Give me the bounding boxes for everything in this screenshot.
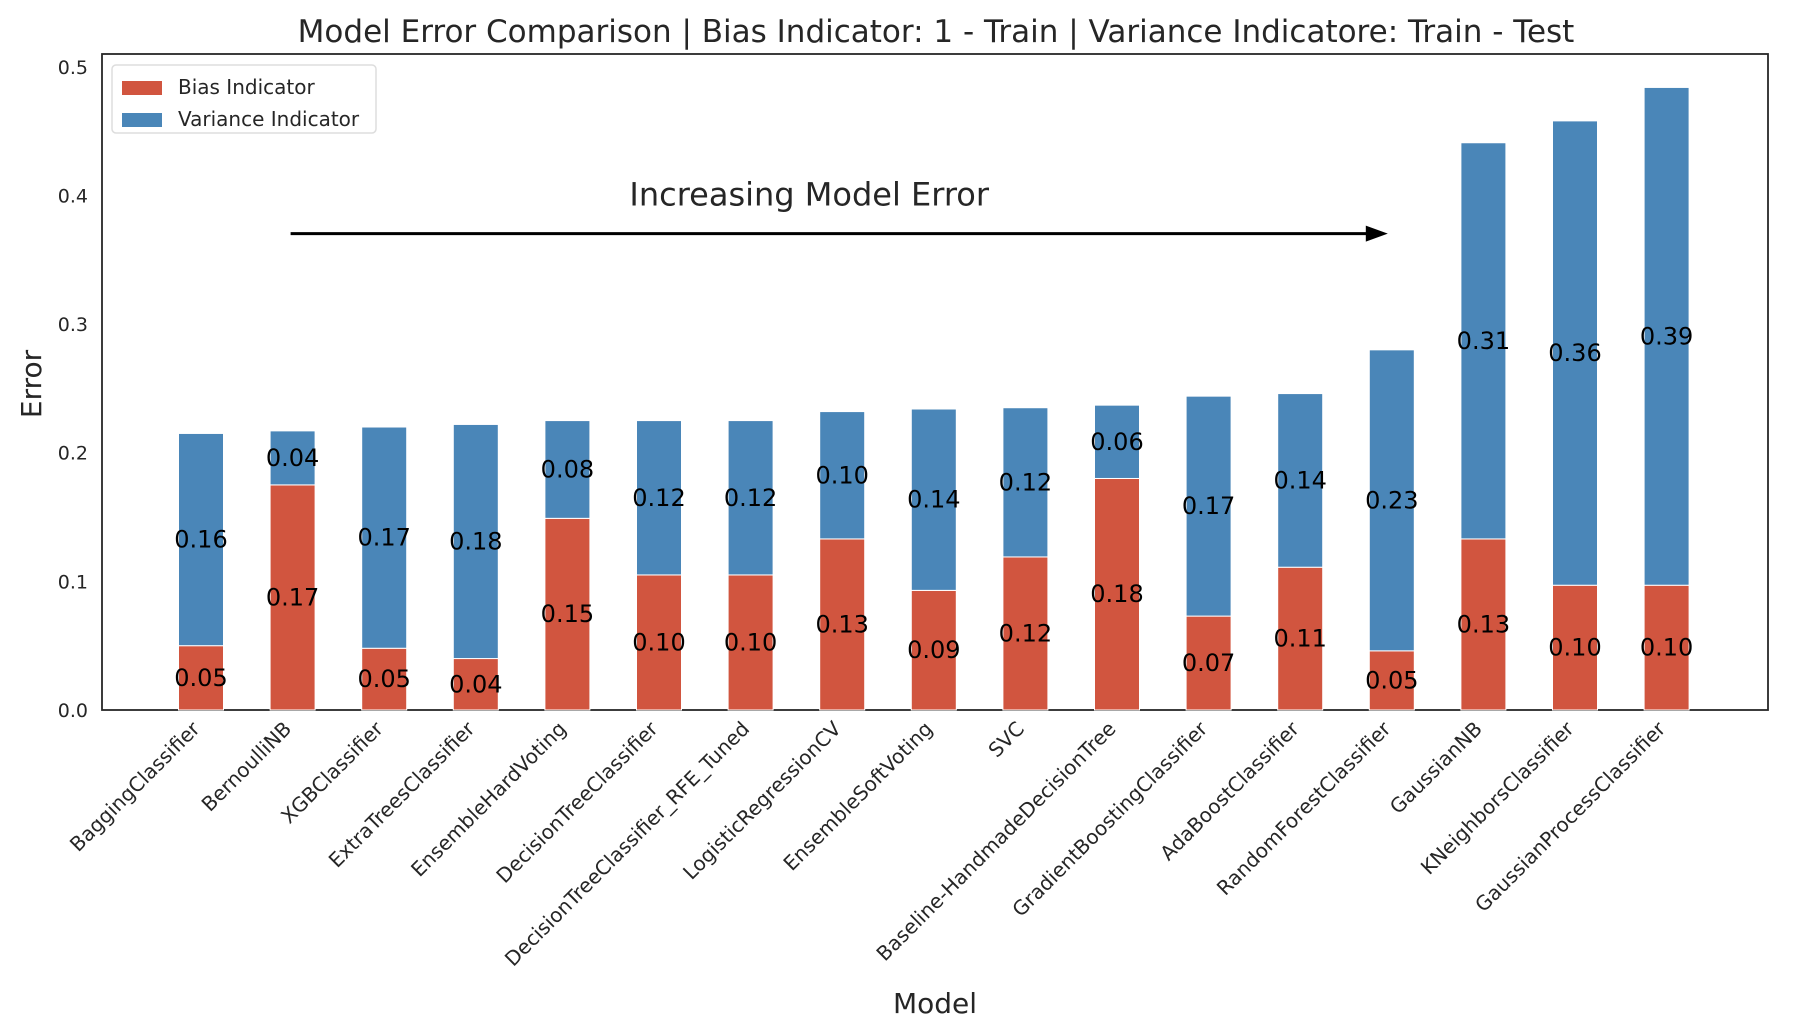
annotation: Increasing Model Error	[290, 175, 1388, 242]
y-tick-label: 0.1	[58, 571, 88, 593]
y-tick-label: 0.3	[58, 314, 88, 336]
variance-bar	[1094, 404, 1140, 479]
bias-value-label: 0.10	[632, 628, 685, 656]
variance-value-label: 0.12	[632, 484, 685, 512]
bias-value-label: 0.05	[357, 665, 410, 693]
x-tick-label: DecisionTreeClassifier	[491, 716, 663, 888]
bias-bar	[1185, 615, 1232, 711]
variance-bar	[1552, 120, 1598, 586]
legend-box	[111, 64, 377, 134]
bias-value-label: 0.10	[724, 628, 777, 656]
bias-bar	[1552, 584, 1598, 711]
legend: Bias Indicator Variance Indicator	[111, 64, 377, 134]
bias-bar	[1277, 566, 1324, 711]
x-tick-label: BernoulliNB	[197, 717, 297, 817]
bias-value-label: 0.13	[815, 610, 868, 638]
bias-value-label: 0.07	[1182, 649, 1235, 677]
bias-bar	[727, 574, 774, 711]
variance-bar	[727, 420, 774, 576]
variance-bar	[178, 432, 224, 647]
variance-value-label: 0.39	[1640, 322, 1693, 350]
variance-value-label: 0.36	[1548, 339, 1601, 367]
x-tick-label: SVC	[983, 717, 1028, 762]
legend-label-variance: Variance Indicator	[178, 107, 360, 131]
x-tick-label: GaussianNB	[1385, 717, 1487, 819]
variance-value-label: 0.16	[174, 526, 227, 554]
x-tick-label: BaggingClassifier	[65, 716, 205, 856]
variance-value-label: 0.18	[449, 527, 502, 555]
annotation-arrowhead	[1365, 225, 1388, 242]
bias-value-label: 0.05	[1365, 666, 1418, 694]
bias-value-label: 0.17	[266, 583, 319, 611]
variance-value-label: 0.08	[541, 455, 594, 483]
chart-title: Model Error Comparison | Bias Indicator:…	[298, 14, 1575, 50]
x-tick-label: EnsembleHardVoting	[406, 717, 571, 882]
bias-bar	[544, 517, 591, 711]
bias-bar	[1002, 556, 1049, 711]
variance-bar	[1002, 407, 1049, 558]
variance-value-label: 0.17	[357, 524, 410, 552]
bias-bar	[636, 574, 682, 711]
bias-value-label: 0.11	[1273, 625, 1326, 653]
x-tick-label: KNeighborsClassifier	[1416, 716, 1579, 879]
y-tick-label: 0.0	[58, 700, 88, 722]
variance-bar	[1277, 393, 1324, 568]
variance-bar	[452, 423, 499, 660]
y-axis: 0.0 0.1 0.2 0.3 0.4 0.5	[58, 57, 88, 722]
variance-value-label: 0.10	[815, 461, 868, 489]
variance-bar	[269, 430, 316, 486]
variance-bar	[819, 411, 866, 540]
variance-bar	[1643, 86, 1690, 586]
bias-bar	[361, 647, 408, 711]
legend-swatch-variance	[122, 113, 162, 127]
bias-bar	[910, 589, 957, 711]
bias-value-label: 0.13	[1457, 610, 1510, 638]
bias-value-label: 0.09	[907, 636, 960, 664]
y-axis-label: Error	[15, 349, 48, 418]
x-tick-label: GradientBoostingClassifier	[1007, 716, 1212, 921]
y-tick-label: 0.2	[58, 443, 88, 465]
bias-bar	[1643, 584, 1690, 711]
variance-bar	[544, 420, 591, 519]
variance-value-label: 0.14	[1273, 466, 1326, 494]
variance-value-label: 0.14	[907, 486, 960, 514]
variance-value-label: 0.04	[266, 444, 319, 472]
variance-value-label: 0.23	[1365, 486, 1418, 514]
x-tick-label: LogisticRegressionCV	[678, 716, 846, 884]
bias-value-label: 0.05	[174, 664, 227, 692]
x-axis-label: Model	[893, 987, 977, 1020]
variance-value-label: 0.12	[724, 484, 777, 512]
y-tick-label: 0.5	[58, 57, 88, 79]
variance-bar	[1185, 395, 1232, 617]
legend-swatch-bias	[122, 81, 162, 95]
annotation-text: Increasing Model Error	[629, 175, 989, 213]
bars: 0.05 0.16 0.17 0.04 0.05 0.17 0.04 0.18 0.15 0.08…	[174, 86, 1693, 711]
variance-value-label: 0.17	[1182, 492, 1235, 520]
bias-value-label: 0.04	[449, 670, 502, 698]
bias-bar	[178, 645, 224, 711]
variance-bar	[1368, 349, 1415, 652]
bias-bar	[1094, 477, 1140, 711]
bias-value-label: 0.18	[1090, 580, 1143, 608]
variance-bar	[636, 420, 682, 576]
x-tick-label: EnsembleSoftVoting	[778, 717, 937, 876]
variance-bar	[361, 426, 408, 649]
variance-bar	[1460, 142, 1507, 540]
legend-label-bias: Bias Indicator	[178, 75, 315, 99]
bias-bar	[819, 538, 866, 711]
bias-value-label: 0.12	[999, 619, 1052, 647]
variance-value-label: 0.06	[1090, 428, 1143, 456]
variance-value-label: 0.31	[1457, 327, 1510, 355]
x-tick-label: GaussianProcessClassifier	[1470, 716, 1671, 917]
x-tick-label: RandomForestClassifier	[1212, 716, 1396, 900]
x-axis: BaggingClassifierBernoulliNBXGBClassifie…	[65, 716, 1671, 971]
bias-value-label: 0.10	[1640, 634, 1693, 662]
bias-value-label: 0.10	[1548, 634, 1601, 662]
variance-bar	[910, 408, 957, 591]
y-tick-label: 0.4	[58, 185, 88, 207]
variance-value-label: 0.12	[999, 468, 1052, 496]
bias-value-label: 0.15	[541, 600, 594, 628]
